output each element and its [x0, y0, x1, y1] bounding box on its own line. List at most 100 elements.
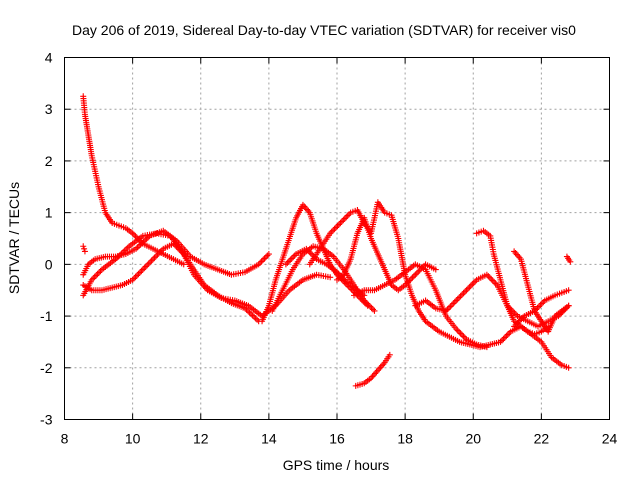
data-point-marker — [483, 344, 490, 351]
data-point-marker — [447, 303, 454, 310]
data-point-marker — [94, 270, 101, 277]
data-point-marker — [96, 269, 103, 276]
data-point-marker — [147, 259, 154, 266]
data-point-marker — [491, 279, 498, 286]
y-tick-label: -1 — [40, 308, 53, 324]
data-point-marker — [115, 253, 122, 260]
data-point-marker — [328, 228, 335, 235]
grid-lines — [64, 57, 610, 420]
data-point-marker — [466, 284, 473, 291]
data-point-marker — [141, 265, 148, 272]
data-point-marker — [410, 273, 417, 280]
data-point-marker — [132, 273, 139, 280]
data-point-marker — [456, 328, 463, 335]
data-point-marker — [288, 255, 295, 262]
data-point-marker — [537, 301, 544, 308]
series-track-17 — [80, 243, 88, 255]
data-point-marker — [282, 261, 289, 268]
series-track-4 — [80, 230, 262, 325]
data-point-marker — [135, 270, 142, 277]
data-point-marker — [432, 266, 439, 273]
data-point-marker — [459, 331, 466, 338]
y-tick-label: 0 — [45, 256, 53, 272]
y-tick-label: -2 — [40, 360, 53, 376]
data-point-marker — [457, 293, 464, 300]
series-track-8 — [306, 199, 572, 371]
data-point-marker — [265, 251, 272, 258]
data-point-marker — [287, 256, 294, 263]
data-point-marker — [460, 290, 467, 297]
data-point-marker — [503, 333, 510, 340]
data-point-marker — [448, 301, 455, 308]
data-point-marker — [148, 257, 155, 264]
data-point-marker — [327, 274, 334, 281]
data-point-marker — [134, 272, 141, 279]
data-point-marker — [258, 258, 265, 265]
data-point-marker — [131, 231, 138, 238]
data-points — [80, 93, 574, 389]
series-track-6 — [269, 243, 378, 314]
data-point-marker — [461, 288, 468, 295]
data-point-marker — [340, 217, 347, 224]
chart-title: Day 206 of 2019, Sidereal Day-to-day VTE… — [72, 22, 576, 38]
data-point-marker — [81, 248, 88, 255]
data-point-marker — [261, 255, 268, 262]
data-point-marker — [338, 218, 345, 225]
data-point-marker — [453, 297, 460, 304]
y-tick-label: -3 — [40, 412, 53, 428]
data-point-marker — [150, 256, 157, 263]
data-point-marker — [501, 334, 508, 341]
y-tick-label: 1 — [45, 205, 53, 221]
data-point-marker — [454, 296, 461, 303]
x-tick-label: 22 — [534, 431, 550, 447]
data-point-marker — [138, 268, 145, 275]
data-point-marker — [538, 300, 545, 307]
data-point-marker — [143, 235, 150, 242]
x-tick-label: 12 — [193, 431, 209, 447]
data-point-marker — [459, 291, 466, 298]
series-track-11 — [352, 351, 393, 389]
x-tick-label: 14 — [261, 431, 277, 447]
y-axis-title: SDTVAR / TECUs — [6, 182, 22, 294]
data-point-marker — [469, 281, 476, 288]
data-point-marker — [343, 214, 350, 221]
data-point-marker — [489, 277, 496, 284]
plot-frame — [64, 57, 610, 420]
data-point-marker — [290, 253, 297, 260]
data-point-marker — [262, 253, 269, 260]
series-track-14 — [511, 248, 572, 335]
data-point-marker — [371, 307, 378, 314]
data-point-marker — [136, 269, 143, 276]
data-point-marker — [412, 271, 419, 278]
data-point-marker — [454, 327, 461, 334]
data-point-marker — [567, 258, 574, 265]
data-point-marker — [361, 292, 368, 299]
data-point-marker — [251, 313, 258, 320]
data-point-marker — [504, 331, 511, 338]
data-point-marker — [456, 294, 463, 301]
data-point-marker — [81, 245, 88, 252]
data-point-marker — [460, 333, 467, 340]
data-point-marker — [463, 287, 470, 294]
data-point-marker — [337, 219, 344, 226]
data-point-marker — [370, 306, 377, 313]
x-tick-label: 20 — [465, 431, 481, 447]
data-point-marker — [264, 252, 271, 259]
data-point-marker — [344, 212, 351, 219]
data-point-marker — [470, 279, 477, 286]
data-point-marker — [97, 268, 104, 275]
data-point-marker — [565, 287, 572, 294]
data-point-marker — [565, 302, 572, 309]
data-point-marker — [139, 266, 146, 273]
axis-ticks — [64, 57, 610, 420]
data-point-marker — [151, 254, 158, 261]
x-tick-label: 16 — [329, 431, 345, 447]
y-tick-label: 4 — [45, 50, 53, 66]
x-tick-label: 24 — [602, 431, 618, 447]
data-point-marker — [145, 260, 152, 267]
data-point-marker — [565, 364, 572, 371]
data-point-marker — [500, 335, 507, 342]
y-tick-label: 3 — [45, 101, 53, 117]
data-point-marker — [260, 256, 267, 263]
